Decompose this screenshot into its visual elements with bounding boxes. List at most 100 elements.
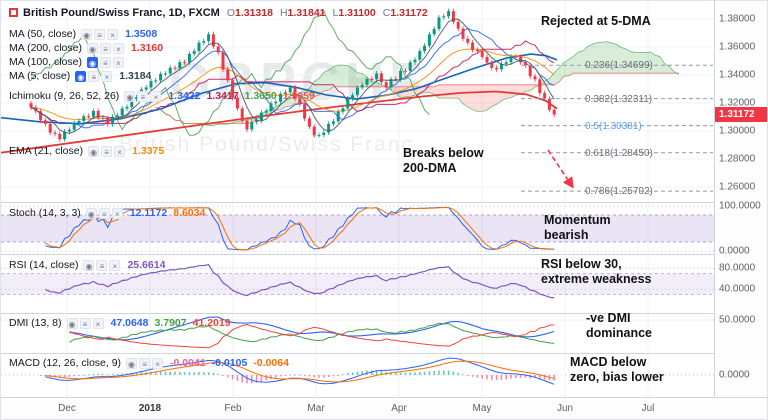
price-axis-label: 1.30000 [719, 125, 756, 137]
annotation-line: 200-DMA [403, 160, 457, 175]
indicator-legend-row[interactable]: MA (100, close) ◉ ≡ × [9, 56, 125, 69]
menu-icon[interactable]: ≡ [98, 208, 110, 220]
visibility-icon[interactable]: ◉ [124, 91, 136, 103]
close-icon[interactable]: × [112, 57, 124, 69]
menu-icon[interactable]: ≡ [99, 43, 111, 55]
fib-retracement-labels: 0.236(1.34699) 0.382(1.32311) 0.5(1.30381)… [1, 1, 714, 201]
menu-icon[interactable]: ≡ [139, 358, 151, 370]
close-icon[interactable]: × [111, 208, 123, 220]
visibility-icon[interactable]: ◉ [88, 146, 100, 158]
stoch-axis-label: 0.0000 [719, 245, 750, 257]
breakdown-arrow [547, 149, 574, 189]
annotation-line: Breaks below [403, 146, 484, 160]
indicator-value: 1.3417 [206, 90, 239, 103]
close-icon[interactable]: × [150, 91, 162, 103]
oscillators-layer [39, 206, 555, 385]
time-axis-label: Mar [307, 403, 325, 414]
pane-separators [1, 202, 714, 354]
candles-layer [29, 8, 556, 142]
time-axis[interactable]: Dec 2018 Feb Mar Apr May Jun Jul [1, 397, 767, 419]
symbol-logo-icon [9, 8, 18, 17]
close-icon[interactable]: × [107, 29, 119, 41]
watermark-name: British Pound/Swiss Franc [119, 133, 415, 156]
indicator-label: MA (100, close) [9, 56, 82, 69]
indicator-value: -0.0105 [211, 357, 248, 370]
visibility-icon[interactable]: ◉ [75, 71, 87, 83]
indicator-value: -0.0041 [170, 357, 206, 370]
close-icon[interactable]: × [112, 43, 124, 55]
time-axis-label: May [472, 403, 492, 414]
indicator-label: MA (5, close) [9, 70, 71, 83]
fib-level-label: 0.618(1.28450) [585, 147, 653, 159]
indicator-legend-row[interactable]: MACD (12, 26, close, 9) ◉ ≡ × -0.0041 -0.0105… [9, 357, 289, 370]
indicator-legend-row[interactable]: MA (200, close) ◉ ≡ × 1.3160 [9, 42, 163, 55]
indicator-value: 1.3375 [132, 145, 165, 158]
indicator-label: Ichimoku (9, 26, 52, 26) [9, 90, 120, 103]
dmi-axis-label: 50.0000 [719, 314, 756, 326]
indicator-value: 25.6614 [127, 259, 166, 272]
symbol-title: British Pound/Swiss Franc, 1D, FXCM [23, 7, 220, 19]
menu-icon[interactable]: ≡ [94, 29, 106, 41]
indicator-value: 41.2019 [192, 317, 231, 330]
time-axis-label: Feb [224, 403, 242, 414]
indicator-label: MA (200, close) [9, 42, 82, 55]
chart-canvas[interactable] [1, 1, 714, 397]
indicator-legend-row[interactable]: EMA (21, close) ◉ ≡ × 1.3375 [9, 145, 164, 158]
visibility-icon[interactable]: ◉ [126, 358, 138, 370]
indicator-value: 1.3422 [168, 90, 201, 103]
close-icon[interactable]: × [152, 358, 164, 370]
indicator-legend-row[interactable]: Ichimoku (9, 26, 52, 26) ◉ ≡ × 1.3422 1.3417 1… [9, 90, 315, 103]
close-icon[interactable]: × [92, 318, 104, 330]
ohlc-value: 1.31841 [287, 7, 326, 19]
indicator-value: 1.3160 [130, 42, 164, 55]
visibility-icon[interactable]: ◉ [83, 260, 95, 272]
visibility-icon[interactable]: ◉ [86, 43, 98, 55]
indicator-value: 1.3650 [244, 90, 277, 103]
rsi-axis-label: 40.0000 [719, 283, 756, 295]
menu-icon[interactable]: ≡ [99, 57, 111, 69]
indicator-value: 1.3184 [119, 70, 152, 83]
indicator-legend-row[interactable]: MA (50, close) ◉ ≡ × 1.3508 [9, 28, 157, 41]
price-axis-label: 1.36000 [719, 41, 756, 53]
indicator-legend-row[interactable]: MA (5, close) ◉ ≡ × 1.3184 [9, 70, 151, 83]
annotation-macd: MACD below zero, bias lower [570, 355, 664, 384]
visibility-icon[interactable]: ◉ [85, 208, 97, 220]
last-price-tag: 1.31172 [715, 107, 767, 123]
indicator-legend-row[interactable]: DMI (13, 8) ◉ ≡ × 47.0648 3.7907 41.2019 [9, 317, 231, 330]
price-axis-label: 1.28000 [719, 153, 756, 165]
close-icon[interactable]: × [109, 260, 121, 272]
indicator-legend-row[interactable]: RSI (14, close) ◉ ≡ × 25.6614 [9, 259, 165, 272]
fib-level-label: 0.5(1.30381) [585, 120, 642, 132]
price-axis-label: 1.32000 [719, 97, 756, 109]
menu-icon[interactable]: ≡ [96, 260, 108, 272]
ohlc-key: L [332, 7, 339, 19]
ohlc-key: O [226, 7, 235, 19]
close-icon[interactable]: × [101, 71, 113, 83]
indicator-value: 8.6034 [173, 207, 206, 220]
annotation-dmi: -ve DMI dominance [586, 311, 652, 340]
fib-level-label: 0.786(1.25702) [585, 186, 653, 198]
menu-icon[interactable]: ≡ [137, 91, 149, 103]
stoch-axis-label: 100.0000 [719, 200, 761, 212]
visibility-icon[interactable]: ◉ [81, 29, 93, 41]
close-icon[interactable]: × [114, 146, 126, 158]
indicator-value: -0.0064 [253, 357, 289, 370]
indicator-value: 1.3059 [282, 90, 315, 103]
price-axis-label: 1.38000 [719, 13, 756, 25]
indicator-label: Stoch (14, 3, 3) [9, 207, 81, 220]
visibility-icon[interactable]: ◉ [86, 57, 98, 69]
oscillator-bands-layer [1, 214, 714, 295]
arrow-layer [547, 149, 574, 189]
price-axis[interactable]: 1.31172 1.38000 1.36000 1.34000 1.32000 1.30… [714, 1, 767, 397]
price-axis-label: 1.26000 [719, 181, 756, 193]
visibility-icon[interactable]: ◉ [66, 318, 78, 330]
last-price-value: 1.31172 [719, 109, 755, 121]
indicator-legend-row[interactable]: Stoch (14, 3, 3) ◉ ≡ × 12.1172 8.6034 [9, 207, 205, 220]
menu-icon[interactable]: ≡ [101, 146, 113, 158]
symbol-header[interactable]: British Pound/Swiss Franc, 1D, FXCM O 1.31… [9, 7, 428, 19]
menu-icon[interactable]: ≡ [88, 71, 100, 83]
fib-retracement-layer [521, 64, 713, 192]
menu-icon[interactable]: ≡ [79, 318, 91, 330]
ohlc-value: 1.31172 [390, 7, 428, 19]
